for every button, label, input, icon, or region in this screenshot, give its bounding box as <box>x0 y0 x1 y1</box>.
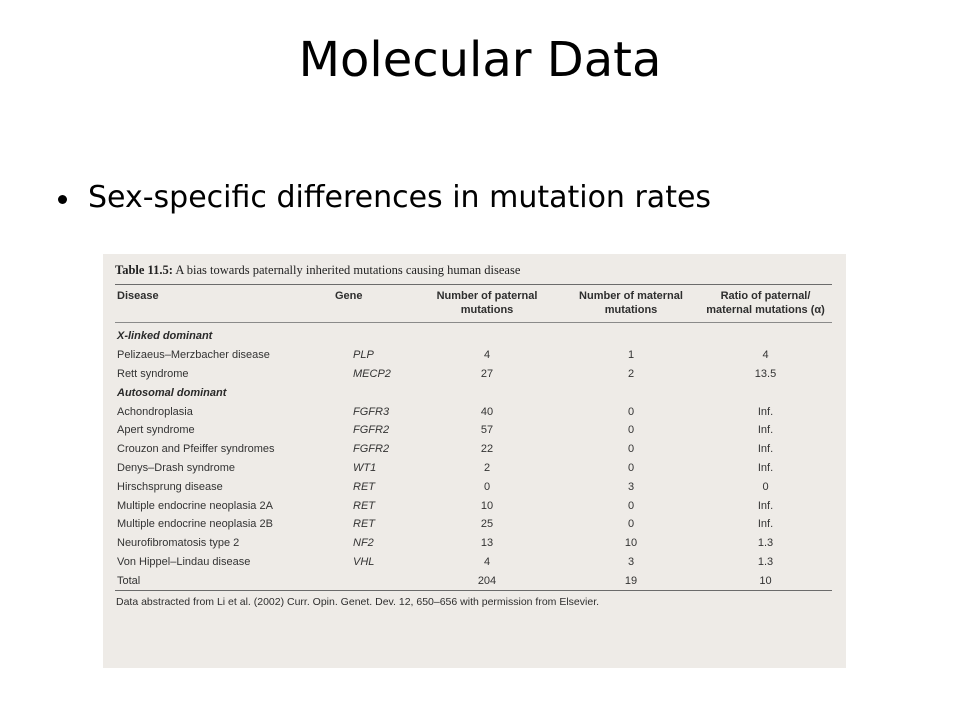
table-row: Denys–Drash syndrome WT1 2 0 Inf. <box>115 459 832 478</box>
bullet-dot-icon <box>58 194 67 204</box>
disease-cell: Neurofibromatosis type 2 <box>117 537 240 550</box>
gene-cell: VHL <box>353 555 375 568</box>
ratio-cell: 1.3 <box>757 537 774 550</box>
table-section-row: X-linked dominant <box>115 323 832 346</box>
slide-title: Molecular Data <box>298 32 662 88</box>
disease-cell: Achondroplasia <box>117 405 193 418</box>
maternal-cell: 0 <box>627 499 635 512</box>
total-maternal: 19 <box>563 571 699 592</box>
header-gene: Gene <box>323 285 411 323</box>
gene-cell: RET <box>353 480 375 493</box>
disease-cell: Crouzon and Pfeiffer syndromes <box>117 443 275 456</box>
total-ratio: 10 <box>699 571 832 592</box>
disease-cell: Multiple endocrine neoplasia 2A <box>117 499 273 512</box>
bullet-item: Sex-specific differences in mutation rat… <box>58 174 711 222</box>
ratio-cell: Inf. <box>757 518 774 531</box>
table-total-row: Total 204 19 10 <box>115 571 832 592</box>
maternal-cell: 1 <box>627 349 635 362</box>
paternal-cell: 40 <box>480 405 494 418</box>
table-row: Hirschsprung disease RET 0 3 0 <box>115 477 832 496</box>
paternal-cell: 2 <box>483 461 491 474</box>
maternal-cell: 0 <box>627 443 635 456</box>
section-label: Autosomal dominant <box>117 386 227 399</box>
gene-cell: FGFR2 <box>353 443 390 456</box>
disease-cell: Denys–Drash syndrome <box>117 461 235 474</box>
total-label: Total <box>115 571 323 592</box>
maternal-cell: 0 <box>627 424 635 437</box>
header-disease: Disease <box>115 285 323 323</box>
ratio-cell: 0 <box>762 480 769 493</box>
disease-cell: Von Hippel–Lindau disease <box>117 555 251 568</box>
gene-cell: PLP <box>353 349 374 362</box>
ratio-cell: 4 <box>762 349 769 362</box>
maternal-cell: 0 <box>627 461 635 474</box>
table-row: Rett syndrome MECP2 27 2 13.5 <box>115 365 832 384</box>
maternal-cell: 10 <box>624 537 638 550</box>
gene-cell: MECP2 <box>353 367 391 380</box>
table-caption-text: A bias towards paternally inherited muta… <box>175 263 521 277</box>
paternal-cell: 25 <box>480 518 494 531</box>
table-row: Von Hippel–Lindau disease VHL 4 3 1.3 <box>115 553 832 572</box>
paternal-cell: 13 <box>480 537 494 550</box>
ratio-cell: Inf. <box>757 443 774 456</box>
table-row: Achondroplasia FGFR3 40 0 Inf. <box>115 402 832 421</box>
gene-cell: FGFR3 <box>353 405 390 418</box>
bullet-text: Sex-specific differences in mutation rat… <box>88 180 712 215</box>
paternal-cell: 57 <box>480 424 494 437</box>
table-header-row: Disease Gene Number of paternal mutation… <box>115 285 832 323</box>
paternal-cell: 4 <box>483 349 491 362</box>
header-ratio: Ratio of paternal/ maternal mutations (α… <box>699 285 832 323</box>
table-section-row: Autosomal dominant <box>115 383 832 402</box>
section-label: X-linked dominant <box>117 330 213 343</box>
ratio-cell: Inf. <box>757 461 774 474</box>
disease-cell: Multiple endocrine neoplasia 2B <box>117 518 273 531</box>
disease-cell: Rett syndrome <box>117 367 189 380</box>
ratio-cell: Inf. <box>757 499 774 512</box>
ratio-cell: Inf. <box>757 405 774 418</box>
disease-cell: Pelizaeus–Merzbacher disease <box>117 349 270 362</box>
table-image: Table 11.5: A bias towards paternally in… <box>103 254 846 668</box>
gene-cell: RET <box>353 518 375 531</box>
disease-cell: Apert syndrome <box>117 424 195 437</box>
table-footnote: Data abstracted from Li et al. (2002) Cu… <box>116 596 600 609</box>
maternal-cell: 0 <box>627 405 635 418</box>
ratio-cell: 13.5 <box>754 367 777 380</box>
paternal-cell: 22 <box>480 443 494 456</box>
disease-cell: Hirschsprung disease <box>117 480 223 493</box>
paternal-cell: 27 <box>480 367 494 380</box>
table-row: Apert syndrome FGFR2 57 0 Inf. <box>115 421 832 440</box>
table-row: Multiple endocrine neoplasia 2A RET 10 0 Inf… <box>115 496 832 515</box>
table-caption: Table 11.5: A bias towards paternally in… <box>115 260 832 285</box>
maternal-cell: 0 <box>627 518 635 531</box>
gene-cell: RET <box>353 499 375 512</box>
mutation-table: Disease Gene Number of paternal mutation… <box>115 285 832 592</box>
header-paternal: Number of paternal mutations <box>411 285 563 323</box>
gene-cell: NF2 <box>353 537 374 550</box>
total-paternal: 204 <box>411 571 563 592</box>
table-row: Multiple endocrine neoplasia 2B RET 25 0 Inf… <box>115 515 832 534</box>
table-number: Table 11.5: <box>115 263 173 277</box>
maternal-cell: 3 <box>627 480 635 493</box>
paternal-cell: 10 <box>480 499 494 512</box>
table-row: Pelizaeus–Merzbacher disease PLP 4 1 4 <box>115 346 832 365</box>
paternal-cell: 0 <box>483 480 491 493</box>
ratio-cell: 1.3 <box>757 555 774 568</box>
maternal-cell: 3 <box>627 555 635 568</box>
table-row: Crouzon and Pfeiffer syndromes FGFR2 22 0 In… <box>115 440 832 459</box>
gene-cell: WT1 <box>353 461 377 474</box>
paternal-cell: 4 <box>483 555 491 568</box>
gene-cell: FGFR2 <box>353 424 390 437</box>
total-gene-cell <box>323 571 411 592</box>
header-maternal: Number of maternal mutations <box>563 285 699 323</box>
table-row: Neurofibromatosis type 2 NF2 13 10 1.3 <box>115 534 832 553</box>
ratio-cell: Inf. <box>757 424 774 437</box>
maternal-cell: 2 <box>627 367 635 380</box>
